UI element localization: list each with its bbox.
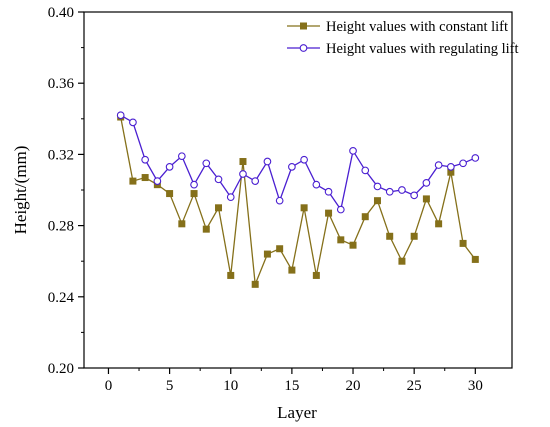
x-axis: 0 5 10 15 20 25 30 [105,368,483,394]
data-point [190,190,198,198]
data-point [227,271,235,279]
data-point [129,177,137,185]
y-tick-label: 0.40 [48,5,74,21]
data-point [349,146,357,155]
data-point [215,204,223,212]
y-tick-label: 0.28 [48,219,74,235]
data-point [214,175,223,184]
data-point [459,159,467,168]
data-point [435,220,443,228]
data-point [141,174,149,182]
data-point [312,180,321,189]
data-point [239,170,247,178]
data-point [361,166,370,175]
data-point [361,213,369,221]
data-point [177,152,186,161]
data-point [300,204,308,212]
plot-border [83,11,513,369]
data-point [202,159,211,168]
plot-frame [83,11,513,369]
data-point [349,241,357,249]
y-tick-label: 0.24 [48,290,75,306]
x-tick-label: 15 [284,378,299,394]
data-point [422,179,431,187]
data-point [459,239,467,247]
legend-label: Height values with constant lift [326,19,508,35]
legend: Height values with constant lift Height v… [287,19,519,57]
y-axis: 0.20 0.24 0.28 0.32 0.36 0.40 [48,5,84,377]
data-point [471,255,479,263]
legend-item: Height values with regulating lift [287,41,519,57]
data-point [239,158,247,166]
data-point [251,280,259,288]
data-point [300,155,308,164]
y-tick-label: 0.32 [48,147,74,163]
legend-label: Height values with regulating lift [326,41,519,57]
y-tick-label: 0.20 [48,361,74,377]
data-point [288,266,296,274]
data-point [141,155,149,164]
data-point [398,186,406,194]
series-line [120,114,476,212]
data-point [153,177,162,185]
data-point [312,271,320,279]
x-tick-label: 20 [346,378,361,394]
data-point [251,177,260,185]
data-point [447,163,455,171]
data-point [288,163,296,171]
series-2 [116,111,480,214]
data-point [324,187,333,196]
data-point [129,118,137,127]
data-point [116,111,125,120]
data-point [434,161,443,169]
data-point [275,196,284,205]
y-axis-title: Height/(mm) [11,146,30,235]
data-point [422,195,430,203]
x-tick-label: 0 [105,378,113,394]
x-tick-label: 5 [166,378,174,394]
x-axis-title: Layer [277,403,317,422]
legend-marker [300,22,307,30]
data-point [410,232,418,240]
data-point [337,236,345,244]
x-tick-label: 25 [407,378,422,394]
data-point [385,187,394,196]
x-tick-label: 30 [468,378,483,394]
data-point [263,250,271,258]
data-point [398,257,406,265]
data-point [226,193,235,201]
data-point [386,232,394,240]
data-point [178,220,186,228]
data-point [190,180,198,189]
legend-marker [299,44,308,52]
data-point [202,225,210,233]
y-tick-label: 0.36 [48,76,75,92]
series-line [120,116,476,285]
data-point [410,191,419,200]
series-1 [117,113,479,288]
data-point [165,163,174,171]
series-layer [116,111,480,288]
data-point [166,190,174,198]
x-tick-label: 10 [223,378,238,394]
legend-item: Height values with constant lift [287,19,508,35]
data-point [373,197,381,205]
data-point [373,182,382,191]
data-point [336,205,345,214]
data-point [276,245,284,253]
data-point [263,157,272,166]
data-point [325,209,333,217]
data-point [471,154,480,162]
